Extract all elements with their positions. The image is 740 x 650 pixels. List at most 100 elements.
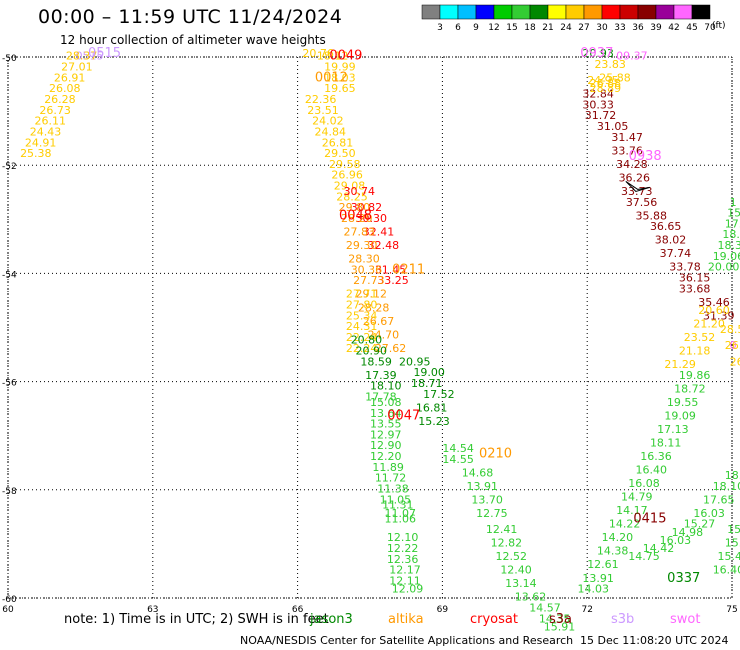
data-label: 26.28 [44, 93, 75, 106]
colorbar-swatch [673, 4, 693, 20]
data-label: 25.88 [599, 71, 631, 84]
colorbar-label: 15 [506, 23, 517, 33]
data-label: 12.22 [387, 542, 419, 555]
data-label: 28.37 [66, 50, 98, 63]
data-label: 28.25 [336, 190, 368, 203]
data-label: 26.11 [35, 115, 66, 128]
data-label: 37.56 [626, 196, 658, 209]
data-label: 13.64 [370, 407, 402, 420]
data-label: 20.80 [351, 334, 383, 347]
data-label: 17.52 [423, 388, 455, 401]
data-label: 22.24 [346, 342, 378, 355]
data-label: 19.06 [713, 250, 740, 263]
colorbar-unit: (ft) [712, 21, 726, 31]
x-tick-label: 60 [2, 605, 14, 615]
data-label: 16.81 [416, 401, 448, 414]
data-label: 33.76 [611, 144, 643, 157]
time-label: 0938 [629, 149, 662, 164]
data-label: 19.55 [667, 396, 699, 409]
data-label: 26.08 [49, 82, 81, 95]
data-label: 16.03 [693, 507, 725, 520]
data-label: 14.79 [621, 491, 653, 504]
data-label: 27.80 [346, 299, 378, 312]
data-label: 18.59 [360, 355, 392, 368]
data-label: 16.40 [635, 464, 667, 477]
data-label: 19.65 [324, 82, 356, 95]
data-label: 14.68 [462, 466, 494, 479]
colorbar-label: 30 [596, 23, 608, 33]
data-label: 21.18 [679, 345, 711, 358]
colorbar-label: 70 [704, 23, 716, 33]
colorbar-swatch [637, 4, 657, 20]
data-label: 18.03 [324, 71, 356, 84]
footer-credit: NOAA/NESDIS Center for Satellite Applica… [240, 634, 574, 647]
data-label: 38.02 [655, 234, 687, 247]
data-label: 33.68 [679, 282, 711, 295]
data-label: 33.78 [669, 261, 701, 274]
data-label: 0 [730, 339, 737, 352]
data-label: 12.97 [370, 428, 402, 441]
data-label: 15.49 [718, 550, 740, 563]
data-label: 14.38 [597, 545, 629, 558]
data-label: 13.55 [370, 418, 402, 431]
data-label: 26.96 [331, 169, 363, 182]
data-label: 14.98 [672, 526, 704, 539]
data-label: 18.8 [722, 228, 740, 241]
data-label: 19.09 [664, 409, 696, 422]
data-label: 19.86 [679, 369, 711, 382]
data-label: 27.83 [343, 226, 375, 239]
data-label: 26 [730, 355, 740, 368]
colorbar-swatch [529, 4, 549, 20]
data-label: 29.30 [346, 239, 378, 252]
data-label: 17.5 [725, 217, 740, 230]
colorbar-swatch [547, 4, 567, 20]
data-label: 13.91 [582, 572, 614, 585]
data-label: 14.57 [529, 602, 561, 615]
data-label: 22.24 [346, 331, 378, 344]
data-label: 11.05 [380, 493, 412, 506]
data-label: 18.10 [725, 469, 740, 482]
data-label: 12.61 [587, 558, 619, 571]
data-label: 28.30 [348, 253, 380, 266]
data-label: 17.78 [365, 391, 397, 404]
plot-frame [7, 56, 733, 599]
y-tick-label: -58 [2, 487, 17, 497]
colorbar-swatch [619, 4, 639, 20]
y-tick-label: -54 [2, 270, 17, 280]
data-label: 12.17 [389, 564, 421, 577]
colorbar-swatch [439, 4, 459, 20]
data-label: 12.10 [387, 531, 419, 544]
data-label: 0515 [76, 50, 104, 63]
data-label: 27.71 [346, 288, 378, 301]
data-label: 30.82 [351, 201, 383, 214]
track-marker [625, 181, 650, 192]
data-label: 29.50 [324, 147, 356, 160]
y-tick-label: -50 [2, 54, 17, 64]
data-label: 28.20 [341, 212, 373, 225]
data-label: 36.65 [650, 220, 682, 233]
data-label: 20.90 [356, 345, 388, 358]
data-label: 12.36 [387, 553, 419, 566]
data-label: 20.76 [302, 47, 334, 60]
data-label: 12.75 [476, 507, 508, 520]
data-label: 13.14 [505, 577, 537, 590]
data-label: 28.28 [358, 301, 390, 314]
data-label: 18.71 [411, 377, 443, 390]
colorbar-label: 33 [614, 23, 625, 33]
legend-entry-altika: altika [388, 612, 424, 627]
data-label: 16.36 [640, 450, 672, 463]
data-label: 14.20 [602, 531, 634, 544]
data-label: 13.70 [471, 493, 503, 506]
data-label: 18.72 [674, 382, 706, 395]
data-label: 14.03 [578, 583, 610, 596]
data-label: 31.39 [703, 309, 735, 322]
colorbar-swatch [475, 4, 495, 20]
time-label: 0047 [387, 408, 420, 423]
data-label: 26.91 [54, 71, 86, 84]
data-label: 35.46 [698, 296, 730, 309]
data-label: 18.38 [718, 239, 740, 252]
data-label: 14.22 [609, 518, 641, 531]
data-label: 11.31 [382, 499, 414, 512]
chart-subtitle: 12 hour collection of altimeter wave hei… [60, 33, 326, 47]
data-label: 15.91 [544, 620, 576, 633]
